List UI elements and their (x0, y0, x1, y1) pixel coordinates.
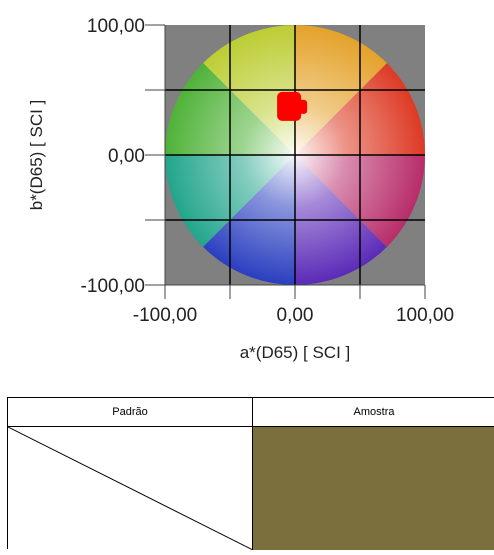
data-points (277, 91, 308, 121)
y-axis-label: b*(D65) [ SCI ] (27, 100, 46, 211)
standard-header: Padrão (8, 398, 253, 427)
tick-labels: 100,00 0,00 -100,00 -100,00 0,00 100,00 (81, 16, 455, 326)
data-point (277, 91, 302, 121)
sample-header: Amostra (253, 398, 494, 427)
x-tick-label: -100,00 (133, 305, 197, 326)
y-tick-label: 0,00 (108, 146, 145, 167)
color-plot: 100,00 0,00 -100,00 -100,00 0,00 100,00 a*(D6… (27, 16, 455, 362)
empty-swatch-diagonal (7, 426, 254, 551)
data-point-edge (295, 99, 308, 114)
grid-lines (165, 25, 425, 285)
y-tick-label: -100,00 (81, 276, 145, 297)
standard-swatch (7, 426, 254, 551)
swatch-comparison: Padrão Amostra (7, 397, 494, 551)
axes (145, 24, 426, 299)
x-axis-label: a*(D65) [ SCI ] (240, 343, 351, 362)
x-tick-label: 0,00 (277, 305, 314, 326)
x-tick-label: 100,00 (396, 305, 454, 326)
y-tick-label: 100,00 (87, 16, 145, 37)
sample-swatch (253, 427, 494, 550)
